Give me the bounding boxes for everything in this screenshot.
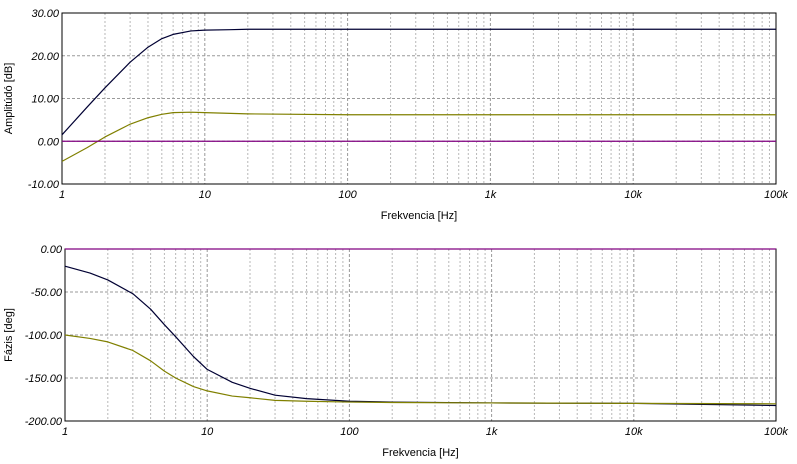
amplitude-y-tick-label: 20.00 — [30, 51, 59, 63]
phase-y-tick-label: -200.00 — [25, 416, 63, 428]
phase-x-axis-label: Frekvencia [Hz] — [382, 447, 458, 459]
amplitude-y-tick-label: 30.00 — [31, 8, 59, 20]
phase-plot: 1 10 100 1k 10k 100k -200.00 -150.00 -100.00 -50.… — [3, 244, 788, 459]
phase-y-tick-label: -150.00 — [25, 373, 63, 385]
phase-y-tick-label: -100.00 — [25, 330, 63, 342]
phase-y-axis-label: Fázis [deg] — [3, 308, 15, 362]
amplitude-y-axis-label: Amplitúdó [dB] — [3, 63, 15, 135]
phase-y-tick-label: -50.00 — [31, 287, 63, 299]
phase-series-2-line — [64, 334, 777, 405]
amplitude-series-2-line — [61, 111, 776, 162]
amplitude-plot-frame — [61, 12, 777, 185]
amplitude-x-axis-label: Frekvencia [Hz] — [381, 210, 457, 222]
amplitude-series-1-line — [61, 28, 776, 136]
amplitude-x-tick-label: 10k — [624, 189, 642, 201]
amplitude-x-tick-label: 1k — [485, 189, 497, 201]
amplitude-y-tick-label: -10.00 — [28, 179, 60, 191]
amplitude-y-tick-label: 0.00 — [38, 136, 60, 148]
phase-series-1-line — [64, 265, 777, 407]
amplitude-x-tick-label: 100 — [338, 189, 357, 201]
phase-x-tick-label: 10k — [625, 426, 643, 438]
amplitude-x-tick-label: 100k — [764, 189, 788, 201]
phase-x-tick-label: 10 — [201, 426, 214, 438]
amplitude-y-tick-label: 10.00 — [31, 94, 59, 106]
phase-x-tick-label: 1 — [62, 426, 68, 438]
amplitude-x-tick-label: 10 — [199, 189, 212, 201]
phase-y-tick-label: 0.00 — [41, 244, 63, 256]
phase-x-tick-label: 100 — [340, 426, 359, 438]
phase-x-tick-label: 1k — [486, 426, 498, 438]
amplitude-plot: 1 10 100 1k 10k 100k -10.00 0.00 10.00 20.00 30.00… — [3, 8, 788, 222]
amplitude-x-tick-label: 1 — [59, 189, 65, 201]
phase-x-tick-label: 100k — [764, 426, 788, 438]
